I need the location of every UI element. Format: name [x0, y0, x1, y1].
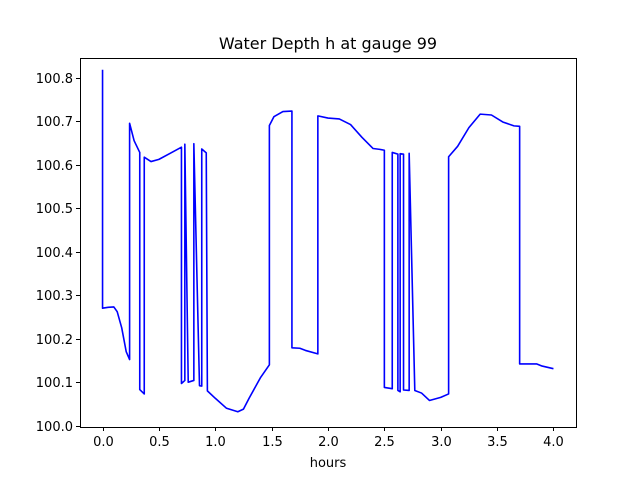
- y-tick-label: 100.3: [36, 289, 73, 304]
- x-tick-label: 3.5: [487, 435, 508, 450]
- y-tick-label: 100.8: [36, 72, 73, 87]
- x-tick-label: 2.5: [374, 435, 395, 450]
- y-tick-label: 100.4: [36, 246, 73, 261]
- y-tick-label: 100.5: [36, 202, 73, 217]
- x-tick-label: 4.0: [543, 435, 564, 450]
- y-tick-label: 100.2: [36, 333, 73, 348]
- y-axis: 100.0 100.1 100.2 100.3 100.4 100.5 100.6 100.7…: [36, 72, 80, 435]
- y-tick-label: 100.0: [36, 420, 73, 435]
- y-tick-label: 100.1: [36, 376, 73, 391]
- x-axis: 0.0 0.5 1.0 1.5 2.0 2.5 3.0 3.5 4.0: [93, 427, 564, 450]
- x-tick-label: 2.0: [318, 435, 339, 450]
- series-line-1: [101, 69, 554, 413]
- chart-title: Water Depth h at gauge 99: [219, 34, 437, 53]
- y-tick-label: 100.6: [36, 159, 73, 174]
- x-tick-label: 1.0: [205, 435, 226, 450]
- x-tick-label: 0.5: [149, 435, 170, 450]
- y-tick-label: 100.7: [36, 115, 73, 130]
- plot-area: [101, 69, 554, 413]
- x-tick-label: 0.0: [93, 435, 114, 450]
- x-axis-label: hours: [310, 456, 347, 471]
- x-tick-label: 1.5: [262, 435, 283, 450]
- x-tick-label: 3.0: [431, 435, 452, 450]
